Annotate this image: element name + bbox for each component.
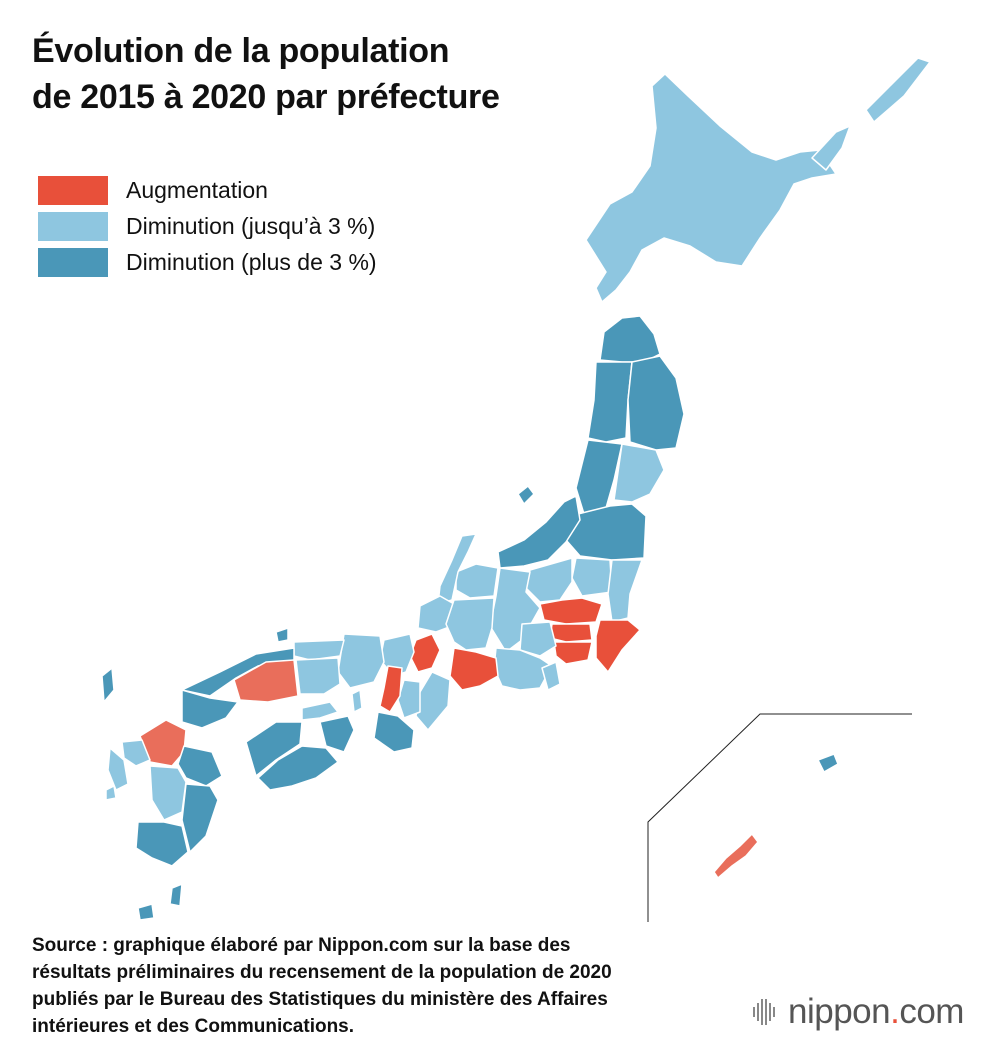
- region-saga: [121, 739, 151, 767]
- region-nagasaki: [107, 747, 129, 791]
- legend-swatch-decrease-large: [38, 247, 108, 277]
- source-line-1: Source : graphique élaboré par Nippon.co…: [32, 935, 571, 956]
- title-line-2: de 2015 à 2020 par préfecture: [32, 78, 500, 116]
- source-line-3: publiés par le Bureau des Statistiques d…: [32, 989, 608, 1010]
- source-line-4: intérieures et des Communications.: [32, 1016, 355, 1037]
- region-yamagata: [575, 439, 623, 515]
- region-tokyo: [549, 623, 593, 643]
- legend-label-decrease-small: Diminution (jusqu’à 3 %): [126, 212, 376, 239]
- region-oki-islands: [275, 627, 289, 643]
- legend-label-increase: Augmentation: [126, 176, 268, 203]
- region-yamanashi: [519, 621, 557, 657]
- okinawa-inset-frame: [647, 713, 912, 922]
- region-kanagawa: [553, 641, 593, 665]
- region-chiba: [595, 619, 641, 673]
- region-gifu: [445, 597, 495, 651]
- region-yakushima: [137, 903, 155, 921]
- region-saitama: [539, 597, 603, 625]
- title-line-1: Évolution de la population: [32, 32, 450, 70]
- brand-logo: nippon.com: [752, 992, 964, 1032]
- region-aomori: [599, 315, 661, 363]
- region-niigata: [497, 495, 581, 569]
- legend-swatch-decrease-small: [38, 211, 108, 241]
- region-toyama: [455, 563, 499, 599]
- region-kagoshima: [135, 821, 189, 867]
- legend-label-decrease-large: Diminution (plus de 3 %): [126, 248, 377, 275]
- source-line-2: résultats préliminaires du recensement d…: [32, 962, 612, 983]
- region-amami-islands: [816, 753, 839, 774]
- region-ibaraki: [607, 559, 643, 623]
- region-sado-island: [517, 485, 535, 505]
- region-ishikawa: [437, 533, 477, 605]
- region-okinawa: [713, 832, 759, 880]
- legend-item-decrease-small: Diminution (jusqu’à 3 %): [38, 208, 377, 244]
- region-tochigi: [571, 557, 613, 597]
- region-hokkaido-east-tip: [811, 125, 851, 171]
- brand-name-main: nippon: [788, 992, 891, 1031]
- page-title: Évolution de la population de 2015 à 202…: [32, 28, 652, 120]
- region-akita: [587, 361, 633, 443]
- region-kuril-island: [865, 57, 931, 123]
- legend-swatch-increase: [38, 175, 108, 205]
- region-miyagi: [613, 443, 665, 503]
- region-goto-islands: [105, 785, 117, 801]
- region-kumamoto: [149, 765, 187, 821]
- region-aichi: [449, 647, 499, 691]
- region-kagawa: [301, 701, 339, 721]
- legend: Augmentation Diminution (jusqu’à 3 %) Di…: [38, 172, 377, 280]
- brand-name: nippon.com: [788, 992, 964, 1032]
- region-tottori: [293, 639, 345, 661]
- region-hiroshima: [233, 659, 299, 703]
- region-kochi: [257, 745, 339, 791]
- region-miyazaki: [181, 783, 219, 853]
- region-ehime: [245, 721, 303, 777]
- region-yamaguchi: [181, 689, 239, 729]
- region-awaji-island: [351, 689, 363, 713]
- region-gunma: [525, 557, 573, 603]
- legend-item-increase: Augmentation: [38, 172, 377, 208]
- region-hokkaido: [585, 73, 837, 303]
- nippon-logo-icon: [753, 999, 775, 1025]
- legend-item-decrease-large: Diminution (plus de 3 %): [38, 244, 377, 280]
- region-tanegashima: [169, 883, 183, 907]
- region-shizuoka-izu: [541, 661, 561, 691]
- region-wakayama: [373, 711, 415, 753]
- region-mie: [415, 671, 451, 731]
- region-tsushima: [101, 667, 115, 703]
- region-fukushima: [565, 503, 647, 561]
- brand-dot: .: [890, 992, 900, 1031]
- brand-suffix: com: [899, 992, 964, 1031]
- source-note: Source : graphique élaboré par Nippon.co…: [32, 932, 752, 1040]
- region-tokushima: [319, 715, 355, 753]
- region-shiga: [409, 633, 441, 673]
- region-osaka: [379, 665, 403, 713]
- region-okayama: [295, 657, 341, 695]
- region-iwate: [627, 355, 685, 451]
- region-hyogo: [337, 633, 385, 689]
